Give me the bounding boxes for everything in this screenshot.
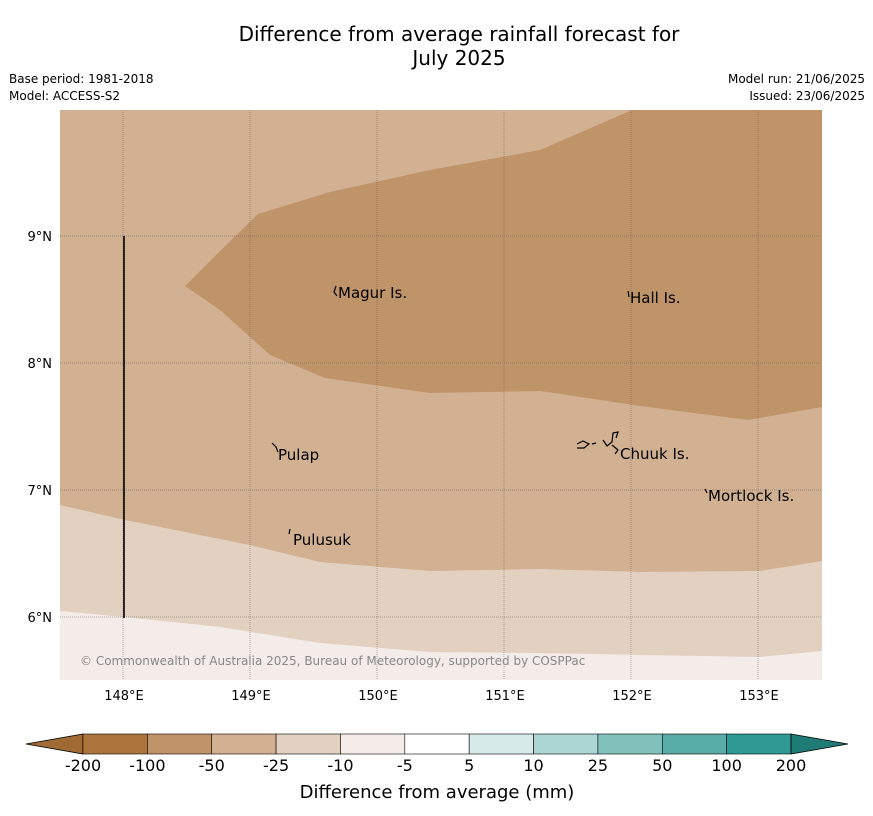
colorbar-segment <box>661 733 727 755</box>
colorbar-segment <box>340 733 406 755</box>
longitude-labels: 148°E 149°E 150°E 151°E 152°E 153°E <box>104 689 779 704</box>
colorbar-segment <box>404 733 470 755</box>
colorbar-tick-label: 25 <box>588 756 608 775</box>
metadata-right: Model run: 21/06/2025 Issued: 23/06/2025 <box>728 71 865 105</box>
zone-minus10-to-minus5 <box>60 611 822 680</box>
colorbar-tick-label: 5 <box>464 756 474 775</box>
base-period-text: Base period: 1981-2018 <box>9 72 154 86</box>
label-chuuk: Chuuk Is. <box>620 445 689 463</box>
colorbar-tick-label: -5 <box>397 756 413 775</box>
colorbar-tick-label: -100 <box>129 756 165 775</box>
model-run-text: Model run: 21/06/2025 <box>727 72 865 86</box>
pulap-island-shape <box>271 442 279 453</box>
latitude-labels: 9°N 8°N 7°N 6°N <box>28 230 53 626</box>
lat-label-8n: 8°N <box>28 357 53 372</box>
copyright-text: © Commonwealth of Australia 2025, Bureau… <box>80 654 585 668</box>
colorbar-segment <box>726 733 792 755</box>
map-title: Difference from average rainfall forecas… <box>0 22 873 70</box>
colorbar-segment <box>211 733 277 755</box>
title-line-1: Difference from average rainfall forecas… <box>238 22 680 46</box>
label-pulap: Pulap <box>278 446 319 464</box>
colorbar-tick-labels: -200 -100 -50 -25 -10 -5 5 10 25 50 100 200 <box>65 756 806 775</box>
colorbar-segment <box>533 733 599 755</box>
colorbar-tick-label: 200 <box>776 756 807 775</box>
colorbar-segment <box>82 733 148 755</box>
lon-label-152: 152°E <box>612 689 652 704</box>
colorbar-title: Difference from average (mm) <box>300 782 575 803</box>
model-text: Model: ACCESS-S2 <box>9 89 121 103</box>
island-outlines <box>271 285 708 535</box>
label-magur: Magur Is. <box>338 284 407 302</box>
lon-label-151: 151°E <box>485 689 525 704</box>
issued-text: Issued: 23/06/2025 <box>749 89 865 103</box>
chuuk-island-shapes <box>576 431 619 455</box>
lon-label-153: 153°E <box>739 689 779 704</box>
lon-label-149: 149°E <box>231 689 271 704</box>
hall-island-shape <box>627 290 630 298</box>
lat-label-6n: 6°N <box>28 611 53 626</box>
map-panel: Magur Is. Hall Is. Pulap Chuuk Is. Mortl… <box>60 110 822 680</box>
metadata-left: Base period: 1981-2018 Model: ACCESS-S2 <box>9 71 154 105</box>
colorbar-extend-high <box>790 733 849 755</box>
colorbar-tick-label: 100 <box>711 756 742 775</box>
zone-minus100-to-minus50 <box>185 110 822 420</box>
graticule <box>60 110 822 680</box>
colorbar-tick-label: -10 <box>327 756 353 775</box>
label-mortlock: Mortlock Is. <box>708 487 794 505</box>
colorbar-tick-label: 50 <box>652 756 672 775</box>
colorbar-tick-label: -50 <box>199 756 225 775</box>
mortlock-island-shape <box>704 488 708 494</box>
lon-label-148: 148°E <box>104 689 144 704</box>
colorbar-segment <box>597 733 663 755</box>
lat-label-9n: 9°N <box>28 230 53 245</box>
colorbar-extend-low <box>25 733 84 755</box>
colorbar-tick-label: -25 <box>263 756 289 775</box>
colorbar-segment <box>147 733 213 755</box>
colorbar-segment <box>275 733 341 755</box>
colorbar-tick-label: -200 <box>65 756 101 775</box>
pulusuk-island-shape <box>288 528 291 535</box>
title-line-2: July 2025 <box>412 46 506 70</box>
lat-label-7n: 7°N <box>28 484 53 499</box>
label-hall: Hall Is. <box>630 289 681 307</box>
colorbar-tick-label: 10 <box>523 756 543 775</box>
colorbar-segment <box>468 733 534 755</box>
magur-island-shape <box>333 285 338 297</box>
label-pulusuk: Pulusuk <box>293 531 351 549</box>
lon-label-150: 150°E <box>358 689 398 704</box>
colorbar: -200 -100 -50 -25 -10 -5 5 10 25 50 100 200 Differe… <box>25 733 849 803</box>
colorbar-segments <box>82 733 792 755</box>
